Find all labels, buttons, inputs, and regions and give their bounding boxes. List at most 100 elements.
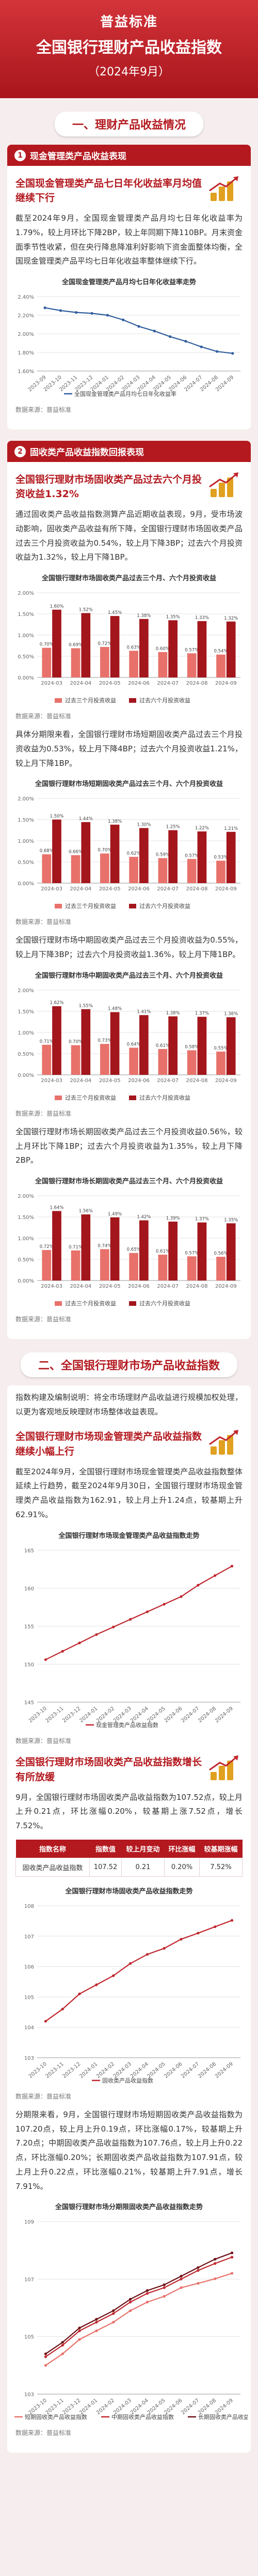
x-tick-label: 2024-01	[78, 2398, 99, 2416]
bar	[110, 1012, 120, 1075]
source-note: 数据来源：普益标准	[15, 1316, 72, 1323]
chart-title: 全国银行理财市场固收类产品收益指数走势	[64, 1887, 192, 1895]
x-tick-label: 2023-11	[45, 2398, 65, 2416]
x-tick-label: 2024-05	[99, 681, 121, 686]
bar	[52, 1211, 61, 1281]
icon-arrow	[209, 176, 238, 192]
y-tick-label: 155	[24, 1624, 34, 1630]
y-tick-label: 107	[24, 2277, 34, 2283]
bar	[110, 1217, 120, 1281]
point	[90, 312, 93, 315]
series-line	[45, 2257, 232, 2357]
value-label: 1.25%	[166, 825, 180, 830]
point	[78, 1992, 81, 1995]
headline: 全国银行理财市场固收类产品收益指数增长有所放缓	[15, 1754, 243, 1785]
legend-label: 过去六个月投资收益	[139, 1094, 190, 1101]
point	[44, 1658, 47, 1661]
icon-bar	[219, 1440, 225, 1455]
paragraph: 截至2024年9月，全国现金管理类产品月均七日年化收益率为1.79%，较上月环比…	[15, 213, 243, 266]
x-tick-label: 2024-08	[186, 886, 208, 892]
icon-arrow	[209, 472, 238, 488]
value-label: 0.65%	[127, 1247, 141, 1253]
bar	[216, 1051, 225, 1075]
value-label: 1.36%	[224, 1011, 238, 1016]
x-tick-label: 2024-06	[128, 886, 150, 892]
x-tick-label: 2024-09	[215, 886, 237, 892]
point	[163, 2286, 166, 2289]
bar	[197, 1016, 207, 1075]
x-tick-label: 2023-10	[28, 2398, 48, 2416]
bar	[42, 1044, 52, 1075]
x-tick-label: 2024-01	[78, 1705, 99, 1723]
y-tick-label: 2.00%	[18, 591, 34, 596]
icon-bar	[219, 1765, 225, 1780]
icon-bar	[211, 1446, 217, 1455]
legend-label: 过去六个月投资收益	[139, 902, 190, 909]
x-tick-label: 2024-09	[214, 2061, 234, 2079]
point	[163, 2284, 166, 2287]
table-cell: 0.20%	[164, 1857, 200, 1877]
value-label: 1.37%	[195, 1217, 209, 1222]
legend-label: 现金管理类产品收益指数	[96, 1721, 158, 1729]
y-tick-label: 107	[24, 1934, 34, 1940]
value-label: 1.50%	[50, 814, 63, 819]
content: 一、理财产品收益情况 1 现金管理类产品收益表现 全国现金管理类产品七日年化收益率月均…	[0, 112, 258, 2453]
point	[95, 2321, 98, 2324]
x-tick-label: 2024-09	[215, 681, 237, 686]
value-label: 0.55%	[214, 1046, 228, 1051]
x-tick-label: 2023-10	[28, 1705, 48, 1723]
brand: 普益标准	[100, 14, 158, 30]
x-tick-label: 2024-04	[70, 1284, 92, 1289]
table-header-cell: 较上月变动	[121, 1839, 165, 1858]
bar	[187, 859, 197, 884]
chart-title: 全国银行理财市场长期固收类产品过去三个月、六个月投资收益	[35, 1177, 223, 1185]
bar	[216, 654, 225, 677]
y-tick-label: 103	[24, 2392, 34, 2398]
icon-arrow-head	[233, 1429, 238, 1435]
series-line	[45, 1565, 233, 1660]
point	[214, 2258, 217, 2261]
section-header: 二、全国银行理财市场产品收益指数	[0, 1352, 258, 1377]
point	[180, 2286, 183, 2289]
y-tick-label: 1.50%	[18, 1215, 34, 1221]
bar	[71, 855, 80, 884]
point	[78, 1641, 81, 1644]
point	[128, 1962, 132, 1965]
y-tick-label: 2.40%	[18, 295, 34, 300]
x-tick-label: 2023-11	[45, 1705, 65, 1723]
legend-swatch	[129, 698, 136, 703]
card-header: 2 固收类产品收益指数回报表现	[7, 441, 251, 462]
bar	[100, 853, 109, 884]
point	[112, 2312, 115, 2315]
value-label: 1.37%	[195, 1011, 209, 1016]
value-label: 0.61%	[156, 1043, 170, 1048]
x-tick-label: 2024-08	[197, 2398, 217, 2416]
headline-icon	[209, 472, 238, 497]
card-header: 1 现金管理类产品收益表现	[7, 145, 251, 166]
point	[180, 1937, 183, 1941]
chart-title: 全国银行理财市场固收类产品过去三个月、六个月投资收益	[41, 574, 216, 582]
value-label: 0.59%	[156, 853, 170, 858]
x-tick-label: 2024-04	[70, 681, 92, 686]
headline-icon	[209, 1755, 238, 1780]
point	[137, 325, 140, 328]
point	[78, 2338, 81, 2341]
chart: 全国银行理财市场短期固收类产品过去三个月、六个月投资收益 0.00% 0.50% 1.…	[10, 776, 248, 916]
bar	[197, 621, 207, 677]
x-tick-label: 2024-05	[99, 1284, 121, 1289]
x-tick-label: 2024-07	[180, 2398, 200, 2416]
source-note: 数据来源：普益标准	[15, 2092, 72, 2100]
icon-arrow	[209, 1430, 238, 1445]
x-tick-label: 2023-11	[45, 2061, 65, 2079]
paragraph: 分期限来看，9月，全国银行理财市场短期固收类产品收益指数为107.20点，较上月…	[15, 2109, 243, 2191]
x-tick-label: 2024-02	[95, 2398, 116, 2416]
x-tick-label: 2024-07	[157, 886, 179, 892]
value-label: 1.30%	[137, 823, 151, 828]
bar	[139, 1220, 149, 1281]
y-tick-label: 1.50%	[18, 817, 34, 823]
value-label: 0.69%	[69, 642, 83, 647]
card: 1 现金管理类产品收益表现 全国现金管理类产品七日年化收益率月均值继续下行 截至202…	[7, 145, 251, 429]
card-badge: 2	[14, 445, 26, 457]
point	[197, 2269, 200, 2272]
